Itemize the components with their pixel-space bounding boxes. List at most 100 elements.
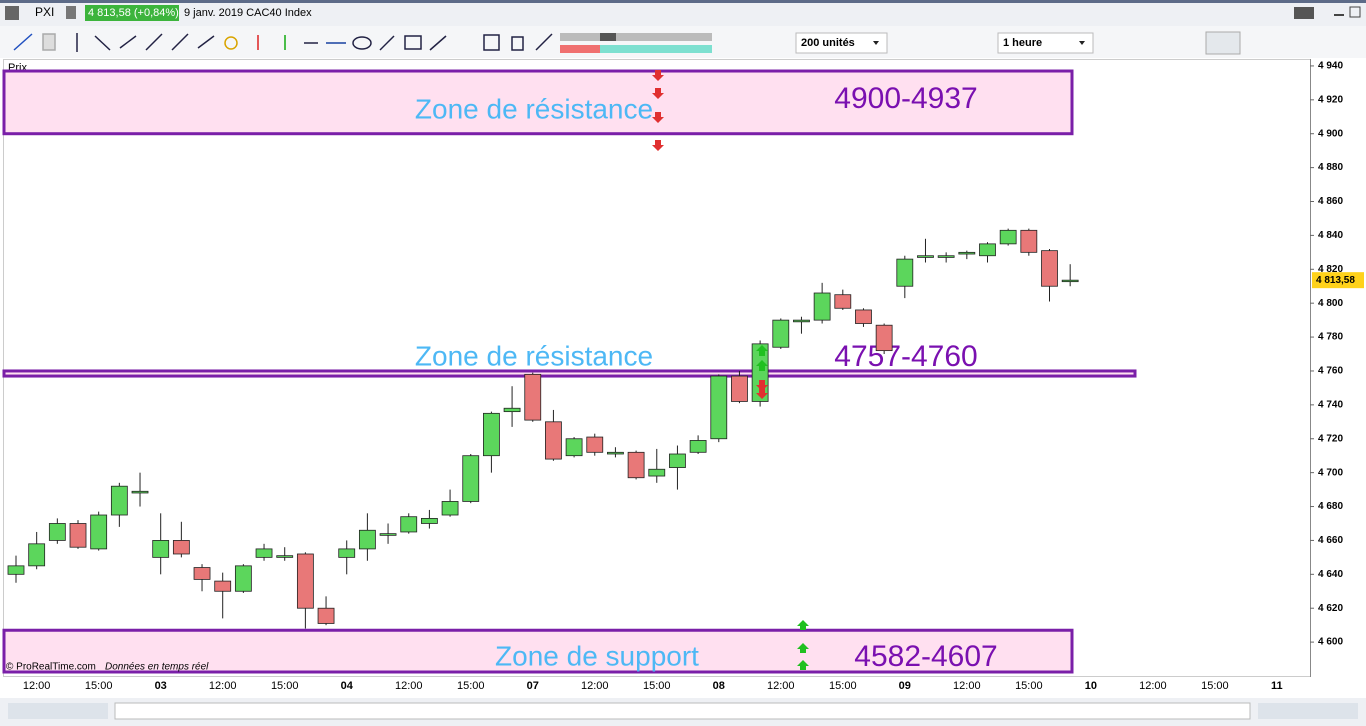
candle-body	[503, 407, 521, 413]
maximize[interactable]	[1349, 6, 1361, 18]
y-tick-label: 4 900	[1318, 128, 1343, 139]
candle-body	[400, 516, 418, 533]
candle-body	[255, 548, 273, 558]
candle-body	[834, 294, 852, 309]
candle-body	[875, 324, 893, 352]
candle-body	[1020, 229, 1038, 253]
x-tick-label: 12:00	[953, 680, 981, 692]
info-icon[interactable]	[66, 6, 76, 19]
window-icon[interactable]	[5, 6, 19, 20]
zone-box	[2, 69, 1074, 136]
candle-body	[710, 375, 728, 440]
y-tick-label: 4 860	[1318, 196, 1343, 207]
x-tick-label: 15:00	[457, 680, 485, 692]
y-tick-label: 4 780	[1318, 332, 1343, 343]
candle-body	[131, 490, 149, 494]
indicator-button[interactable]	[1205, 31, 1241, 55]
x-tick-label: 12:00	[395, 680, 423, 692]
y-tick-label: 4 620	[1318, 603, 1343, 614]
y-tick-label: 4 740	[1318, 399, 1343, 410]
candle-body	[110, 485, 128, 516]
candle-body	[958, 251, 976, 255]
candle-body	[648, 468, 666, 477]
candle-body	[793, 319, 810, 323]
units-select[interactable]	[795, 32, 888, 54]
x-tick-label: 04	[341, 680, 354, 692]
period: 1 heure	[1003, 37, 1042, 49]
quote: 4 813,58 (+0,84%)	[88, 7, 179, 19]
x-tick-label: 12:00	[767, 680, 795, 692]
candle-body	[379, 533, 397, 536]
zone-label: Zone de support	[495, 640, 699, 671]
x-tick-label: 15:00	[271, 680, 299, 692]
candle-body	[979, 243, 996, 257]
y-tick-label: 4 640	[1318, 569, 1343, 580]
candle-body	[7, 565, 25, 575]
title-bar-top	[0, 0, 1366, 3]
y-tick-label: 4 700	[1318, 467, 1343, 478]
signal-arrows	[652, 70, 809, 670]
copyright: © ProRealTime.com	[6, 662, 96, 673]
zone-label: Zone de résistance	[415, 93, 653, 124]
candle-body	[172, 540, 190, 555]
candle-body	[28, 543, 46, 567]
x-tick-label: 12:00	[209, 680, 237, 692]
plot-frame	[3, 59, 1311, 677]
candle-body	[296, 553, 314, 609]
y-tick-label: 4 720	[1318, 433, 1343, 444]
x-tick-label: 15:00	[1015, 680, 1043, 692]
data-note: Données en temps réel	[105, 662, 209, 673]
zoom-icons[interactable]	[1258, 703, 1358, 719]
candle-body	[1041, 250, 1058, 287]
period-caret	[1079, 41, 1085, 45]
zone-range: 4900-4937	[834, 82, 977, 115]
candle-body	[358, 529, 376, 550]
x-tick-label: 10	[1085, 680, 1097, 692]
candle-body	[772, 319, 790, 348]
candle-body	[1061, 279, 1079, 283]
x-tick-label: 07	[527, 680, 539, 692]
description: 9 janv. 2019 CAC40 Index	[184, 7, 312, 19]
candle-body	[193, 567, 211, 580]
y-tick-label: 4 800	[1318, 298, 1343, 309]
units-caret	[873, 41, 879, 45]
candle-body	[689, 440, 707, 453]
y-tick-label: 4 880	[1318, 162, 1343, 173]
candle-body	[917, 255, 934, 258]
symbol: PXI	[35, 5, 54, 19]
candle-body	[338, 548, 356, 558]
minimize[interactable]	[1334, 14, 1344, 16]
candle-body	[462, 455, 480, 502]
x-tick-label: 08	[713, 680, 725, 692]
title-bar	[0, 0, 1366, 26]
candle-body	[441, 501, 459, 516]
scrollbar[interactable]	[114, 702, 1251, 720]
units: 200 unités	[801, 37, 855, 49]
period-select[interactable]	[997, 32, 1094, 54]
quote-box	[85, 5, 179, 21]
candle-body	[565, 438, 583, 457]
candle-body	[607, 451, 624, 455]
x-tick-label: 09	[899, 680, 911, 692]
candle-body	[627, 451, 645, 479]
x-tick-label: 12:00	[581, 680, 609, 692]
candle-body	[276, 555, 294, 558]
zone-box	[2, 628, 1074, 674]
y-tick-label: 4 940	[1318, 61, 1343, 72]
x-tick-label: 12:00	[1139, 680, 1167, 692]
candle-body	[69, 523, 87, 548]
keyboard-icon[interactable]	[1294, 7, 1314, 19]
y-tick-label: 4 760	[1318, 366, 1343, 377]
candle-body	[545, 421, 562, 460]
candle-body	[483, 412, 500, 457]
candle-body	[813, 292, 831, 321]
candle-body	[586, 436, 604, 453]
last-price-label: 4 813,58	[1316, 275, 1355, 286]
x-tick-label: 15:00	[829, 680, 857, 692]
bottom-icons[interactable]	[8, 703, 108, 719]
candle-body	[937, 255, 955, 258]
y-tick-label: 4 660	[1318, 535, 1343, 546]
tool-icons	[13, 33, 553, 52]
